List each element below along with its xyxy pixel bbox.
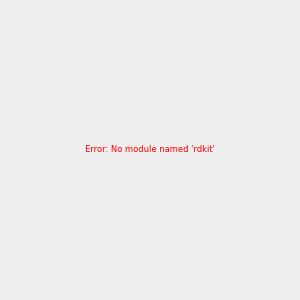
Text: Error: No module named 'rdkit': Error: No module named 'rdkit' — [85, 146, 215, 154]
